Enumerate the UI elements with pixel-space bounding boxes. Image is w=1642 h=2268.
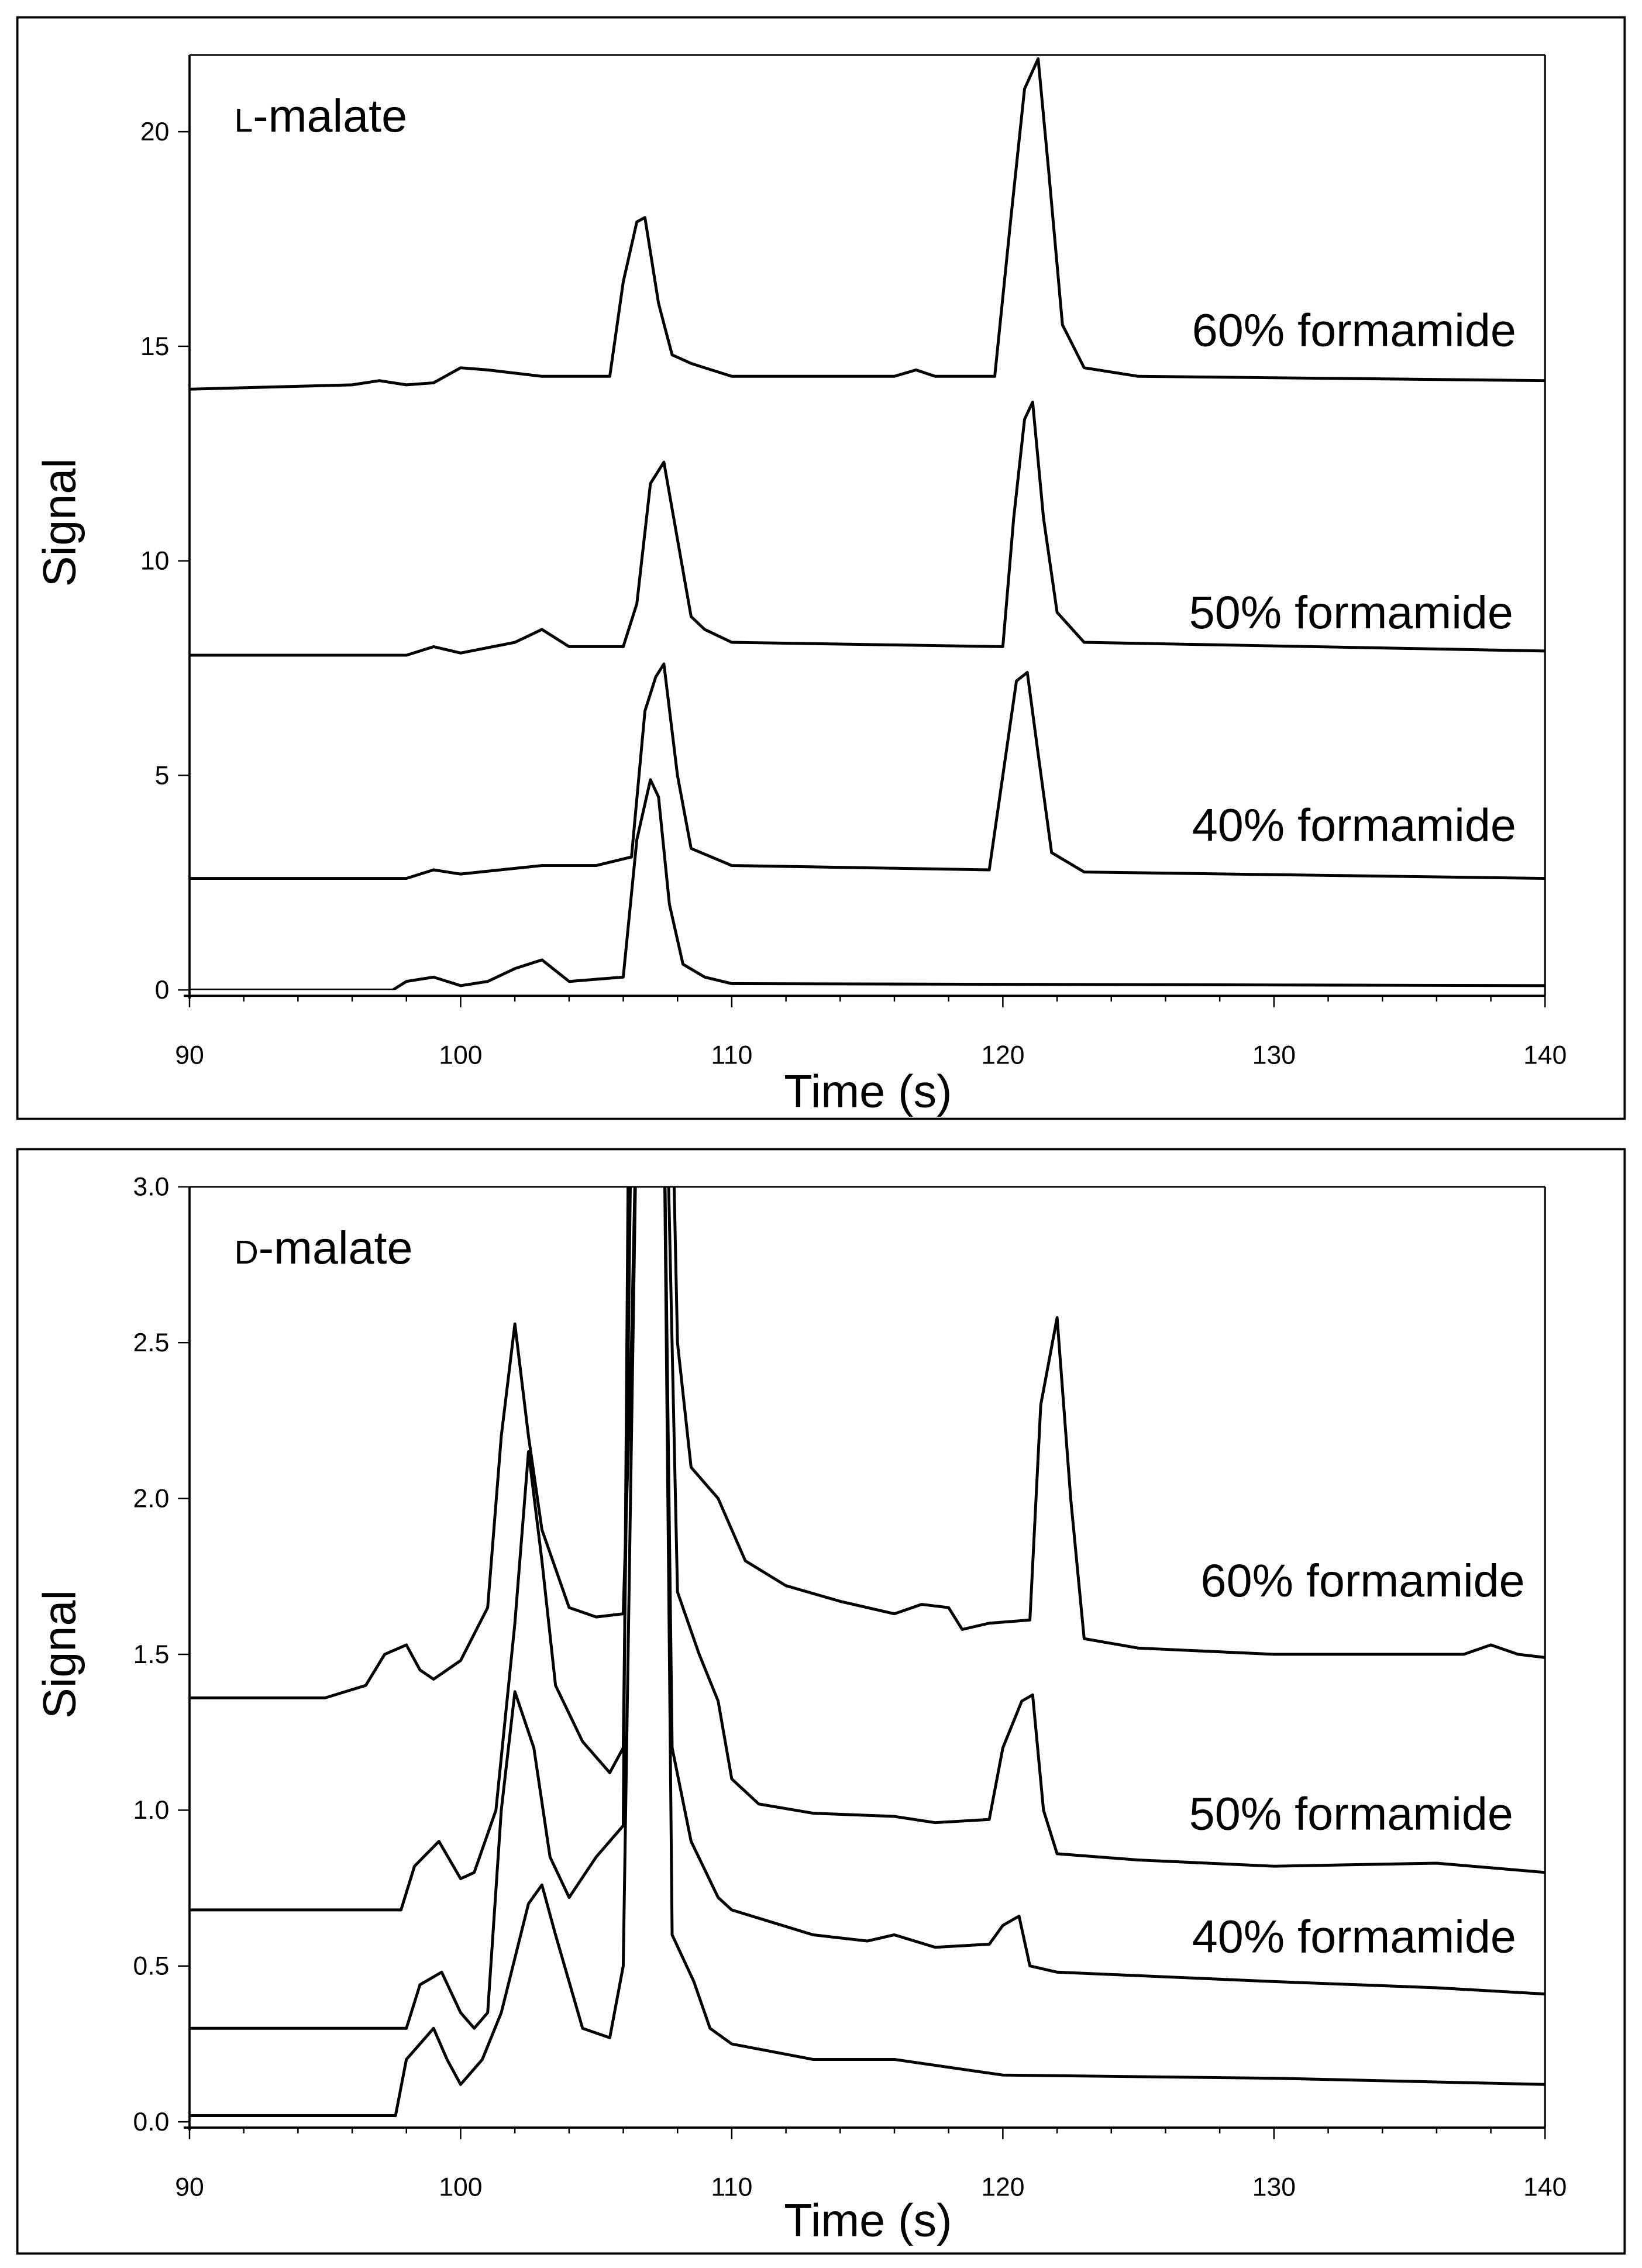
series-label-50: 50% formamide	[1189, 1787, 1513, 1839]
x-tick-label: 120	[981, 1041, 1024, 1069]
x-tick-label: 110	[711, 2173, 752, 2201]
y-tick-label: 2.5	[133, 1329, 169, 1357]
x-tick-label: 130	[1252, 1041, 1296, 1069]
plot-area	[189, 57, 1545, 990]
series-line-50-formamide	[189, 400, 1545, 657]
y-tick-label: 0.5	[133, 1952, 169, 1981]
series-line-40-formamide	[189, 662, 1545, 880]
y-tick-label: 0.0	[133, 2108, 169, 2136]
series-label-60: 60% formamide	[1192, 304, 1516, 356]
y-tick-label: 1.5	[133, 1640, 169, 1669]
series-line-60-formamide	[189, 57, 1545, 391]
d-malate-panel: D-malate 60% formamide 50% formamide 40%…	[16, 1148, 1626, 2255]
x-tick-label: 140	[1523, 2173, 1567, 2201]
series-line-baseline	[189, 1186, 1545, 2117]
series-label-40: 40% formamide	[1192, 799, 1516, 851]
x-axis-label: Time (s)	[784, 1065, 952, 1117]
x-tick-label: 140	[1523, 1041, 1567, 1069]
panel-border	[16, 16, 1626, 1120]
y-tick-label: 20	[140, 118, 170, 146]
y-tick-label: 3.0	[133, 1173, 169, 1202]
x-tick-label: 120	[981, 2173, 1024, 2201]
x-axis-label: Time (s)	[784, 2194, 952, 2246]
plot-area	[189, 1186, 1545, 2117]
x-tick-label: 90	[175, 1041, 204, 1069]
l-malate-panel: L-malate 60% formamide 50% formamide 40%…	[16, 16, 1626, 1120]
y-axis-label: Signal	[33, 458, 85, 587]
y-tick-label: 0	[155, 976, 170, 1004]
y-tick-label: 5	[155, 761, 170, 790]
series-line-50-formamide	[189, 1186, 1545, 1912]
series-line-baseline	[189, 778, 1545, 990]
x-tick-label: 100	[439, 2173, 482, 2201]
panel-title: L-malate	[235, 90, 407, 142]
y-tick-label: 1.0	[133, 1796, 169, 1825]
x-tick-label: 110	[711, 1041, 752, 1069]
x-tick-label: 100	[439, 1041, 482, 1069]
y-axis-label: Signal	[33, 1590, 85, 1719]
x-tick-label: 130	[1252, 2173, 1296, 2201]
series-label-60: 60% formamide	[1201, 1554, 1525, 1606]
series-label-50: 50% formamide	[1189, 586, 1513, 638]
panel-title: D-malate	[235, 1221, 413, 1274]
panel-border	[16, 1148, 1626, 2255]
series-label-40: 40% formamide	[1192, 1911, 1516, 1963]
y-tick-label: 2.0	[133, 1484, 169, 1513]
series-line-60-formamide	[189, 1186, 1545, 1699]
x-tick-label: 90	[175, 2173, 204, 2201]
y-tick-label: 15	[140, 332, 170, 361]
y-tick-label: 10	[140, 547, 170, 576]
